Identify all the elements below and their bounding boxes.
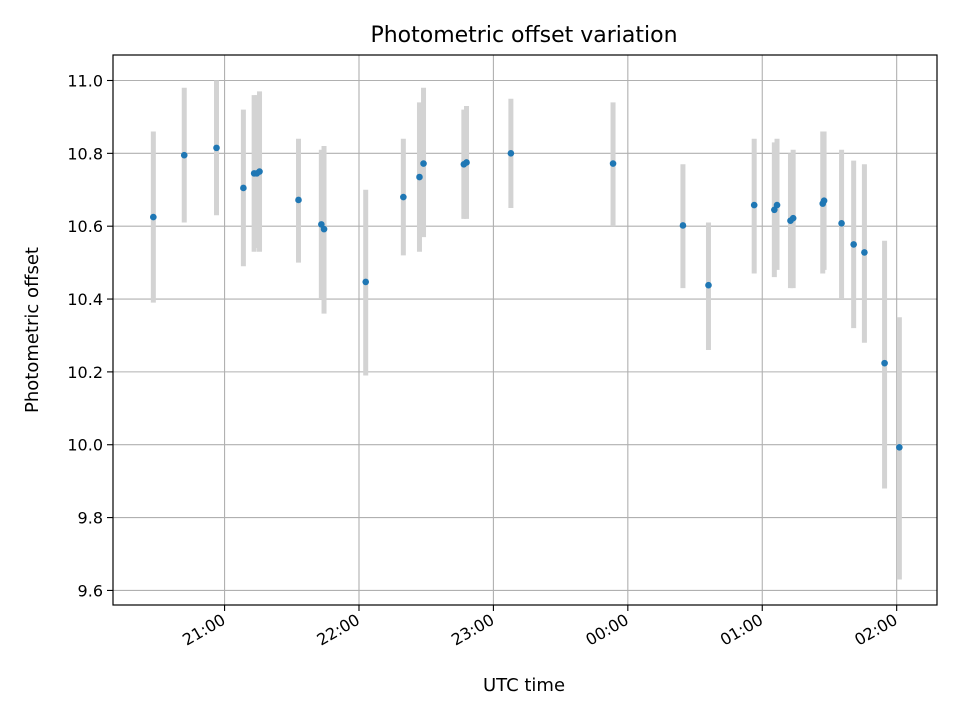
data-point <box>256 168 263 175</box>
data-point <box>416 173 423 181</box>
y-tick-label: 10.4 <box>67 290 103 309</box>
data-point <box>420 160 427 167</box>
data-point <box>295 196 302 204</box>
data-point <box>463 159 470 166</box>
y-axis: 9.6 9.8 10.0 10.2 10.4 10.6 10.8 11.0 <box>67 71 113 600</box>
data-point <box>861 249 868 256</box>
data-point <box>881 359 888 367</box>
data-point <box>820 197 828 204</box>
y-tick-label: 10.8 <box>67 144 103 163</box>
data-point <box>609 160 617 167</box>
y-tick-label: 10.2 <box>67 363 103 382</box>
data-point <box>750 201 758 209</box>
y-tick-label: 9.6 <box>78 581 103 600</box>
data-point <box>213 144 220 152</box>
data-point <box>150 213 157 221</box>
markers <box>150 144 903 451</box>
data-point <box>850 241 857 248</box>
data-point <box>507 150 515 157</box>
data-point <box>896 443 903 451</box>
y-tick-label: 9.8 <box>78 509 103 528</box>
data-point <box>705 281 712 289</box>
y-axis-title: Photometric offset <box>22 247 43 413</box>
data-point <box>240 184 247 192</box>
data-point <box>180 151 188 159</box>
data-point <box>400 193 407 201</box>
y-tick-label: 10.0 <box>67 436 103 455</box>
data-point <box>789 214 797 222</box>
x-axis-title: UTC time <box>483 675 565 696</box>
data-point <box>838 219 845 227</box>
data-point <box>362 278 370 286</box>
y-tick-label: 11.0 <box>67 71 103 90</box>
data-point <box>320 225 328 233</box>
data-point <box>773 201 781 209</box>
y-tick-label: 10.6 <box>67 217 103 236</box>
chart-title: Photometric offset variation <box>370 23 677 48</box>
data-point <box>679 222 687 229</box>
plot-frame <box>112 54 938 606</box>
grid <box>113 55 937 605</box>
